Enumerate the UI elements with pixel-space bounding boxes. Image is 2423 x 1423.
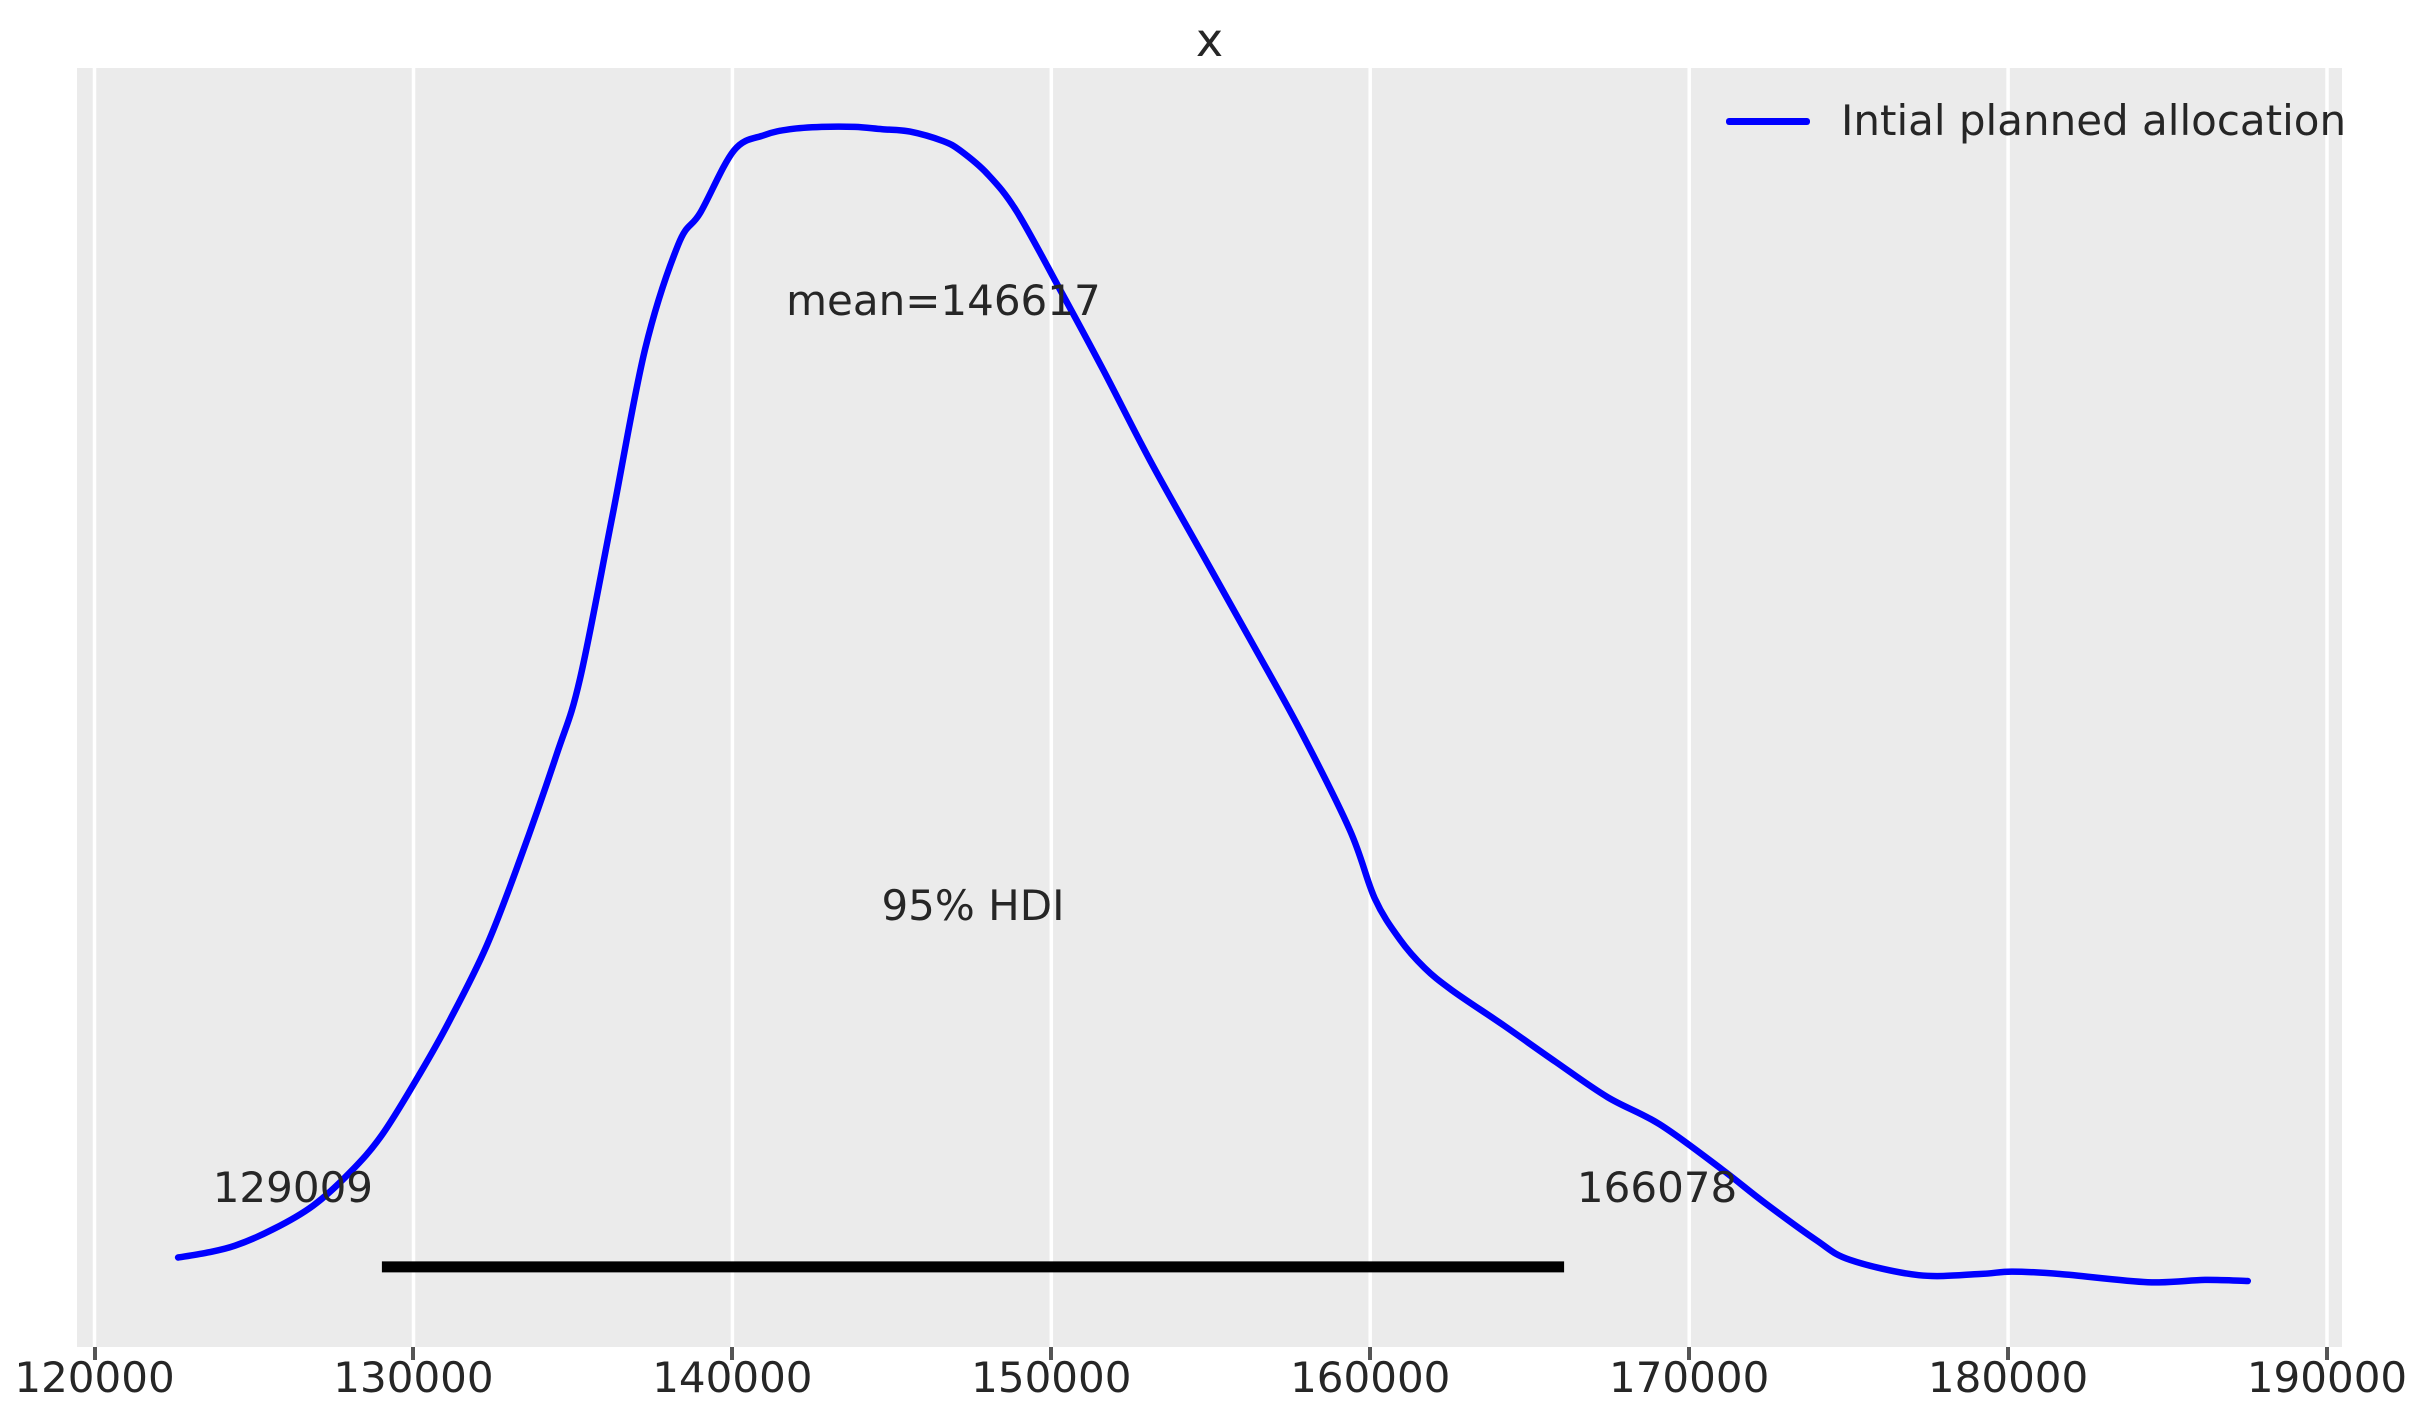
- kde-plot-canvas: [92, 68, 2329, 1347]
- x-tick-mark: [1368, 1347, 1373, 1360]
- x-tick-mark: [2325, 1347, 2329, 1360]
- x-tick-label: 160000: [1290, 1353, 1451, 1402]
- legend-label: Intial planned allocation: [1841, 96, 2347, 145]
- plot-area: [77, 68, 2342, 1347]
- hdi-high-value: 166078: [1576, 1163, 1738, 1212]
- x-tick-label: 150000: [971, 1353, 1132, 1402]
- x-tick-label: 130000: [333, 1353, 494, 1402]
- x-tick-label: 180000: [1927, 1353, 2089, 1402]
- x-tick-mark: [1687, 1347, 1692, 1360]
- hdi-annotation: 95% HDI: [881, 881, 1065, 930]
- x-tick-mark: [92, 1347, 97, 1360]
- x-tick-mark: [411, 1347, 416, 1360]
- plot-title: x: [1195, 13, 1224, 67]
- x-tick-mark: [1049, 1347, 1054, 1360]
- kde-curve: [174, 123, 2252, 1286]
- hdi-low-value: 129009: [212, 1163, 374, 1212]
- legend: Intial planned allocation: [1726, 94, 2346, 148]
- x-tick-mark: [730, 1347, 735, 1360]
- legend-line-icon: [1726, 117, 1810, 125]
- x-tick-label: 120000: [14, 1353, 175, 1402]
- mean-annotation: mean=146617: [786, 276, 1101, 325]
- x-tick-label: 170000: [1608, 1353, 1770, 1402]
- x-tick-mark: [2006, 1347, 2011, 1360]
- x-tick-label: 140000: [652, 1353, 813, 1402]
- x-tick-label: 190000: [2246, 1353, 2408, 1402]
